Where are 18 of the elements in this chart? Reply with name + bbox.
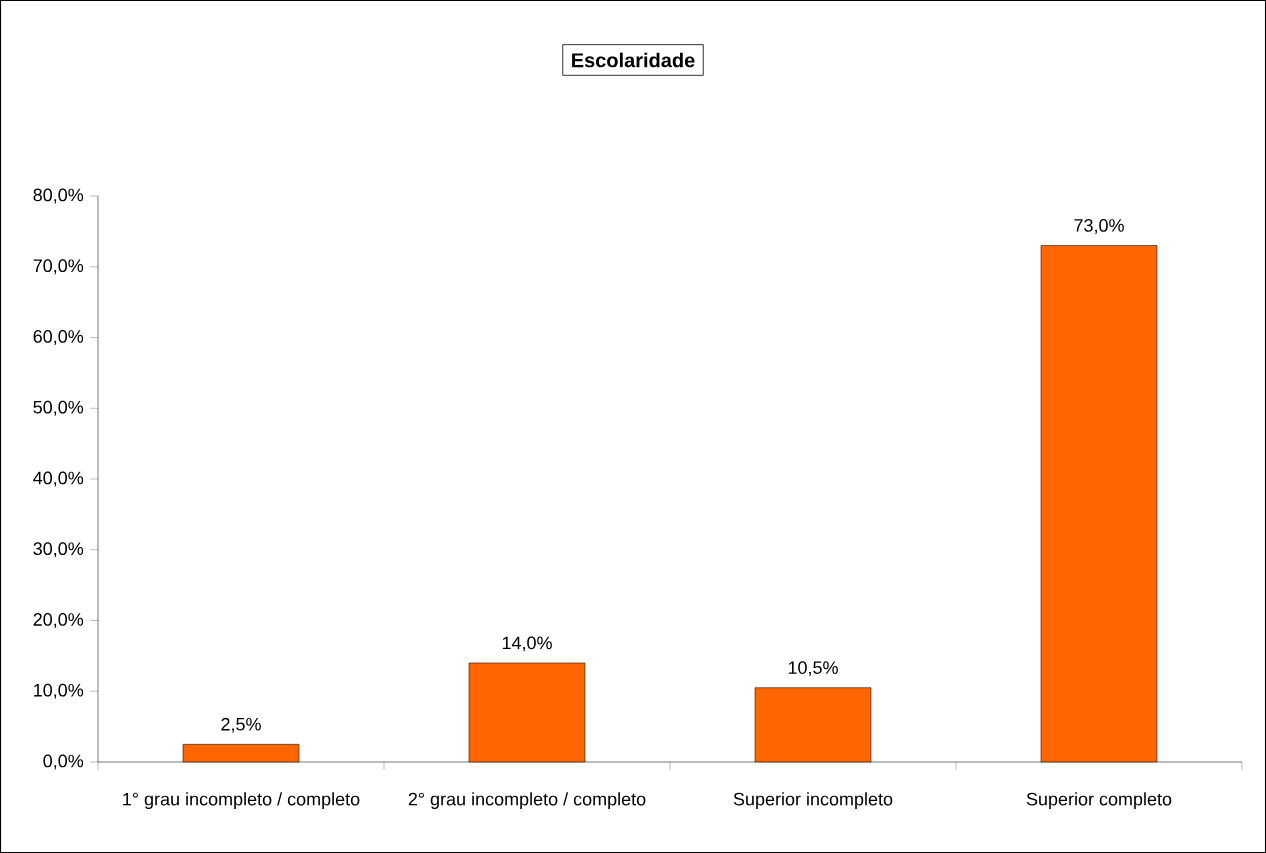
- y-tick-label: 70,0%: [33, 259, 84, 275]
- y-tick-label: 10,0%: [34, 683, 84, 699]
- y-tick-label: 60,0%: [33, 330, 84, 345]
- y-tick-label: 0,0%: [43, 754, 84, 770]
- data-label: 10,5%: [788, 661, 838, 677]
- data-label: 2,5%: [221, 717, 261, 733]
- x-tick-label: 2° grau incompleto / completo: [408, 792, 646, 810]
- y-tick-label: 40,0%: [33, 471, 84, 487]
- x-tick-label: Superior completo: [1026, 792, 1172, 810]
- y-tick-label: 20,0%: [33, 613, 84, 628]
- data-label: 73,0%: [1074, 219, 1124, 234]
- data-label: 14,0%: [502, 636, 552, 652]
- chart-title: Escolaridade: [572, 52, 695, 68]
- y-tick-label: 50,0%: [33, 400, 84, 416]
- x-tick-label: 1° grau incompleto / completo: [123, 792, 360, 810]
- x-tick-label: Superior incompleto: [733, 792, 893, 810]
- y-tick-label: 80,0%: [33, 188, 84, 204]
- y-tick-label: 30,0%: [33, 542, 84, 558]
